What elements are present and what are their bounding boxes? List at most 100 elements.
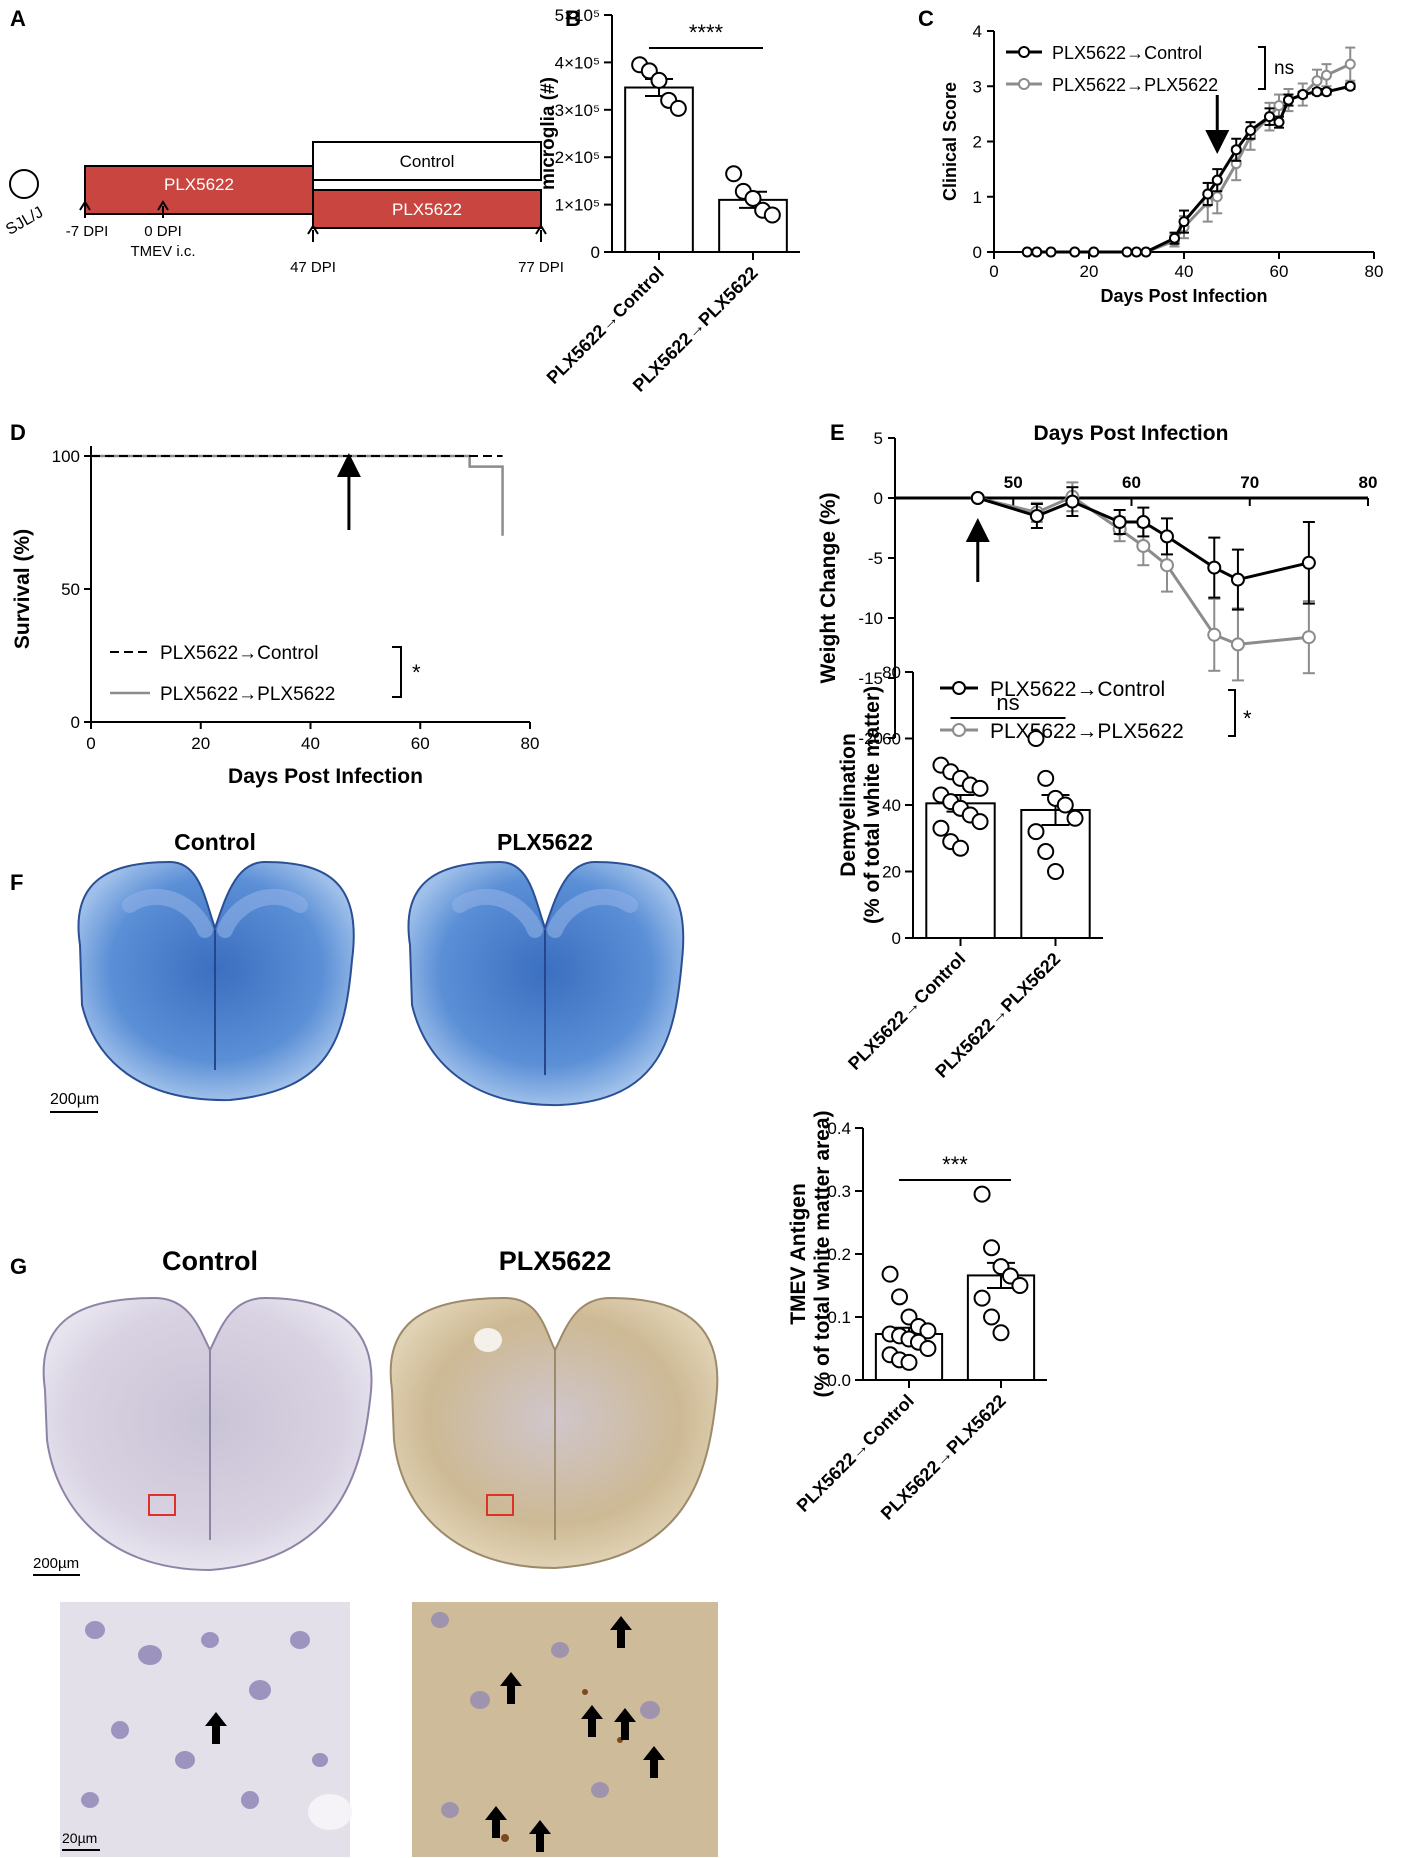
data-point <box>1311 86 1323 98</box>
data-point <box>1159 529 1174 544</box>
plx-pretreat-bar <box>84 165 314 215</box>
panel-letter-a: A <box>10 6 26 31</box>
arrow-icon <box>610 1616 632 1648</box>
x-tick-label: 60 <box>411 734 430 753</box>
significance-label: *** <box>942 1152 968 1177</box>
y-tick-label: 0 <box>591 243 600 262</box>
spinal-cord-image-control-lfb <box>77 860 355 1102</box>
legend-label: PLX5622→PLX5622 <box>1052 75 1218 95</box>
x-tick-label: 50 <box>1004 473 1023 492</box>
y-tick-label: 2×10⁵ <box>555 148 600 167</box>
data-point <box>1264 111 1275 123</box>
panel-b: B 0 1×10⁵ 2×10⁵ 3×10⁵ 4×10⁵ 5×10⁵ microglia (#… <box>538 6 800 396</box>
arrow-icon <box>529 1820 551 1852</box>
data-point <box>1230 144 1242 156</box>
significance-label: ns <box>1274 58 1294 79</box>
legend-label: PLX5622→Control <box>1052 43 1202 63</box>
data-point <box>1311 75 1323 87</box>
panel-letter-c: C <box>918 6 934 31</box>
x-tick-label: 0 <box>989 262 998 281</box>
y-axis-label-line2: (% of total white matter area) <box>811 1110 834 1397</box>
data-point <box>725 165 743 183</box>
zoom-image-plx <box>412 1602 718 1857</box>
data-point <box>970 491 985 505</box>
x-tick-label: 20 <box>1080 262 1099 281</box>
chart-d-survival: 0 50 100 0 20 40 60 80 Days Post Infection Surviv… <box>11 446 539 788</box>
y-tick-label: 1 <box>973 188 982 207</box>
data-point <box>1159 558 1174 573</box>
data-point <box>1065 494 1080 509</box>
y-axis-label: TMEV Antigen <box>787 1183 810 1325</box>
data-point <box>973 1185 991 1203</box>
data-point <box>1056 796 1074 814</box>
x-tick-label: 40 <box>301 734 320 753</box>
data-point <box>1069 246 1081 258</box>
data-point <box>1169 232 1180 244</box>
data-point <box>973 1289 991 1307</box>
chart-g-tmev-antigen: 0.0 0.1 0.2 0.3 0.4 TMEV Antigen (% of total w… <box>787 1110 1047 1524</box>
data-point <box>1031 246 1043 258</box>
y-tick-label: -10 <box>858 609 883 628</box>
panel-g: G Control PLX5622 200µm <box>10 1110 1047 1857</box>
y-tick-label: 2 <box>973 133 982 152</box>
y-tick-label: -15 <box>858 669 883 688</box>
plx-continued-label: PLX5622 <box>392 200 462 219</box>
data-point <box>881 1265 899 1283</box>
y-axis-label: Demyelination <box>837 733 860 877</box>
data-point <box>669 99 687 117</box>
legend-marker <box>952 681 966 695</box>
x-axis-label: Days Post Infection <box>1100 286 1267 306</box>
data-point <box>1027 823 1045 841</box>
data-point <box>1121 246 1133 258</box>
significance-bracket <box>1258 46 1266 90</box>
y-tick-label: 0 <box>71 713 80 732</box>
data-point <box>1140 246 1152 258</box>
data-point <box>1301 555 1316 570</box>
panel-d: D 0 50 100 0 20 40 60 80 Days Post Infection Surv… <box>10 420 539 788</box>
x-tick-label: 60 <box>1270 262 1289 281</box>
y-tick-label: -5 <box>868 549 883 568</box>
x-tick-label: 80 <box>1365 262 1384 281</box>
strain-label: SJL/J <box>3 204 46 239</box>
y-tick-label: 0.3 <box>827 1182 851 1201</box>
plx-pretreat-label: PLX5622 <box>164 175 234 194</box>
data-point <box>1207 560 1222 575</box>
data-point <box>1047 863 1064 880</box>
data-point <box>1027 730 1045 747</box>
significance-label: * <box>1243 706 1252 731</box>
data-point <box>1066 809 1084 827</box>
data-point <box>919 1322 937 1340</box>
significance-bracket <box>1228 689 1236 737</box>
data-point <box>1037 769 1055 787</box>
panel-letter-g: G <box>10 1254 27 1279</box>
data-point <box>971 779 989 797</box>
y-tick-label: 0.0 <box>827 1371 851 1390</box>
y-tick-label: 4×10⁵ <box>555 53 600 72</box>
legend-label: PLX5622→Control <box>160 643 318 664</box>
zoom-image-control <box>60 1602 352 1857</box>
g-zoom-scale-bar-label: 20µm <box>62 1830 97 1846</box>
antigen-arrows <box>205 1616 665 1852</box>
y-tick-label: 5×10⁵ <box>555 6 600 25</box>
data-point <box>952 839 969 857</box>
y-tick-label: 0 <box>892 929 901 948</box>
data-point <box>1207 627 1222 642</box>
series-line <box>91 454 504 536</box>
data-point <box>1230 637 1245 652</box>
arrow-icon <box>485 1806 507 1838</box>
legend-label: PLX5622→Control <box>990 678 1165 701</box>
g-image-label-plx: PLX5622 <box>499 1246 612 1276</box>
data-point <box>1245 124 1256 136</box>
significance-label: * <box>412 660 421 685</box>
panel-letter-f: F <box>10 870 23 895</box>
panel-a: A SJL/J PLX5622 Control PLX5622 -7 DPI 0… <box>3 6 564 276</box>
panel-f: F Control PLX5622 200µm 0 20 40 60 80 Demyeli… <box>10 663 1103 1113</box>
data-point <box>1112 515 1127 529</box>
data-point <box>1037 843 1055 861</box>
x-axis-label: Days Post Infection <box>1034 422 1229 445</box>
data-point <box>992 1324 1010 1342</box>
mouse-icon <box>9 169 39 199</box>
